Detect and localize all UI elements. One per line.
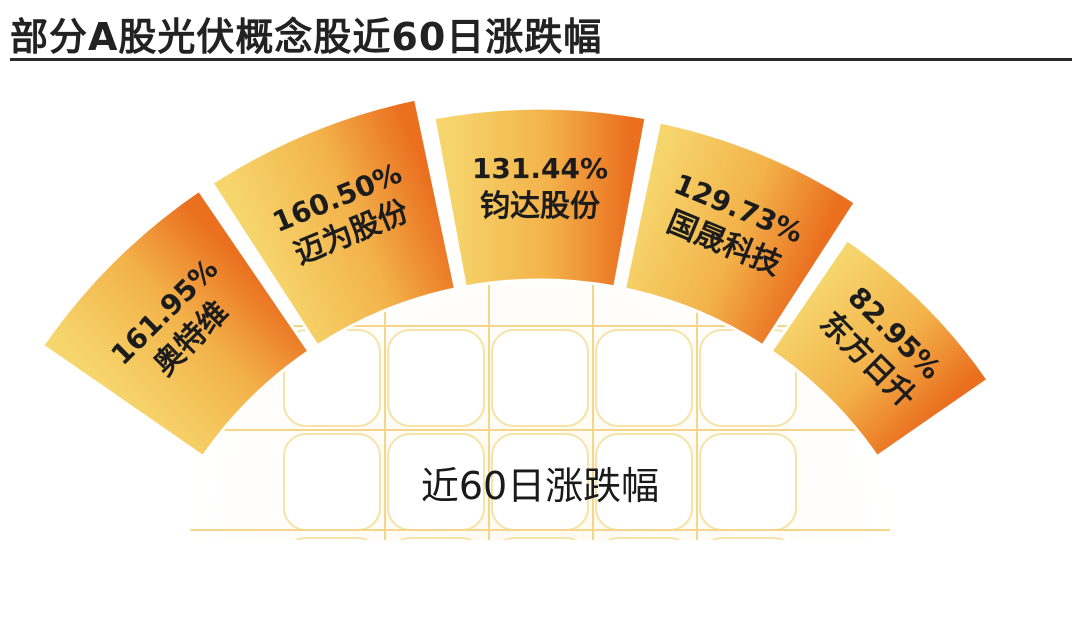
segment-1 xyxy=(40,188,312,459)
title-rule xyxy=(10,58,1072,61)
segment-5 xyxy=(768,237,991,459)
value-label-3: 131.44% xyxy=(472,152,608,185)
grid-cell xyxy=(699,537,797,540)
grid-cell xyxy=(387,329,485,427)
grid-cell xyxy=(283,537,381,540)
chart-title: 部分A股光伏概念股近60日涨跌幅 xyxy=(10,15,603,59)
center-label: 近60日涨跌幅 xyxy=(420,464,660,508)
segment-label-group-3: 131.44% 钧达股份 xyxy=(472,152,608,224)
grid-cell xyxy=(595,329,693,427)
segment-3 xyxy=(432,106,648,289)
grid-cell xyxy=(595,537,693,540)
segment-4 xyxy=(622,120,858,348)
grid-cell xyxy=(491,537,589,540)
category-label-3: 钧达股份 xyxy=(480,189,600,224)
segment-2 xyxy=(209,97,458,348)
grid-cell xyxy=(491,329,589,427)
grid-cell xyxy=(387,537,485,540)
